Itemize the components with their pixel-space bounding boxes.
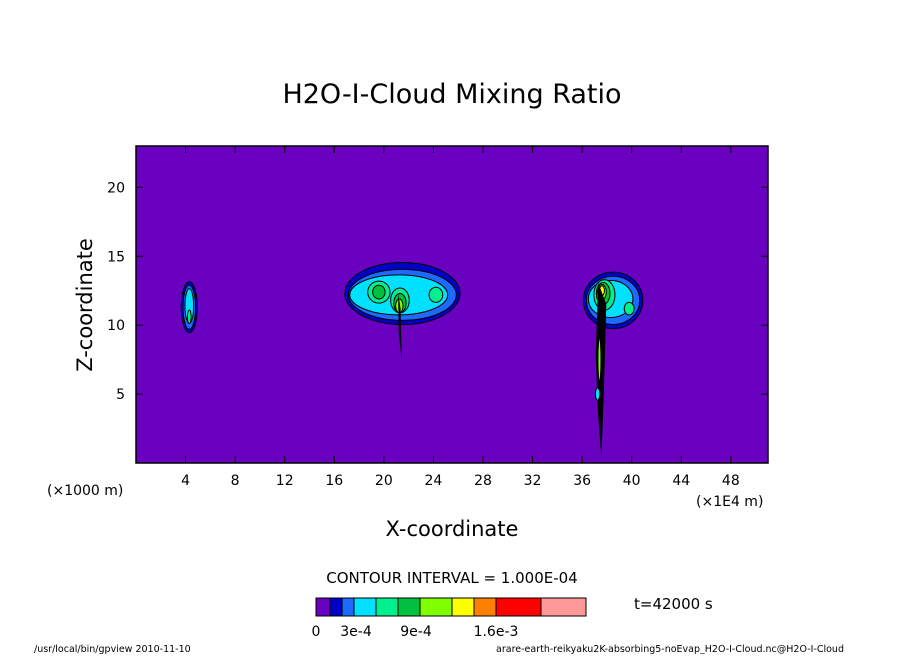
contour-region — [623, 301, 635, 316]
colorbar-segment — [397, 597, 421, 617]
x-tick-label: 12 — [276, 473, 294, 489]
colorbar-segment — [451, 597, 475, 617]
colorbar-tick-label: 0 — [312, 624, 321, 640]
colorbar-labels: 0 3e-4 9e-4 1.6e-3 — [312, 624, 519, 640]
x-tick-label: 24 — [424, 473, 442, 489]
colorbar-segment — [329, 597, 343, 617]
x-axis-ticks: 4 8 12 16 20 24 28 32 36 40 44 48 — [181, 146, 740, 489]
colorbar-segment — [353, 597, 377, 617]
y-tick-label: 15 — [107, 249, 125, 265]
colorbar-segment — [315, 597, 331, 617]
y-tick-label: 10 — [107, 318, 125, 334]
x-unit-label-right: (×1E4 m) — [696, 494, 763, 510]
updraft-column — [398, 292, 402, 362]
x-tick-label: 32 — [524, 473, 542, 489]
plot-frame — [135, 145, 769, 464]
y-tick-label: 20 — [107, 180, 125, 196]
contour-interval: CONTOUR INTERVAL = 1.000E-04 — [326, 569, 577, 587]
y-axis-label: Z-coordinate — [73, 238, 97, 372]
colorbar-segment — [419, 597, 453, 617]
colorbar-segment — [375, 597, 399, 617]
x-tick-label: 44 — [672, 473, 690, 489]
colorbar — [315, 597, 587, 617]
footer-left: /usr/local/bin/gpview 2010-11-10 — [34, 644, 191, 654]
y-tick-label: 5 — [116, 387, 125, 403]
contour-region — [594, 387, 601, 401]
x-tick-label: 4 — [181, 473, 190, 489]
contour-region — [372, 284, 386, 300]
x-unit-label: (×1000 m) — [47, 483, 123, 499]
x-tick-label: 36 — [573, 473, 591, 489]
footer-right: arare-earth-reikyaku2K-absorbing5-noEvap… — [496, 644, 844, 654]
x-tick-label: 20 — [375, 473, 393, 489]
x-tick-label: 40 — [623, 473, 641, 489]
colorbar-tick-label: 1.6e-3 — [474, 624, 519, 640]
colorbar-segment — [495, 597, 542, 617]
x-tick-label: 8 — [231, 473, 240, 489]
colorbar-tick-label: 3e-4 — [340, 624, 372, 640]
x-tick-label: 28 — [474, 473, 492, 489]
chart-title: H2O-I-Cloud Mixing Ratio — [282, 79, 621, 110]
x-tick-label: 48 — [722, 473, 740, 489]
x-tick-label: 16 — [325, 473, 343, 489]
x-axis-label: X-coordinate — [386, 517, 519, 541]
contour-region — [186, 309, 192, 325]
contour-region — [428, 286, 444, 303]
colorbar-segment — [473, 597, 497, 617]
cloud-contours — [180, 261, 644, 458]
contour-region — [597, 337, 602, 383]
y-axis-ticks: 5 10 15 20 — [107, 180, 768, 403]
colorbar-tick-label: 9e-4 — [400, 624, 432, 640]
time-label: t=42000 s — [634, 595, 713, 613]
colorbar-segment — [540, 597, 587, 617]
colorbar-segment — [341, 597, 355, 617]
